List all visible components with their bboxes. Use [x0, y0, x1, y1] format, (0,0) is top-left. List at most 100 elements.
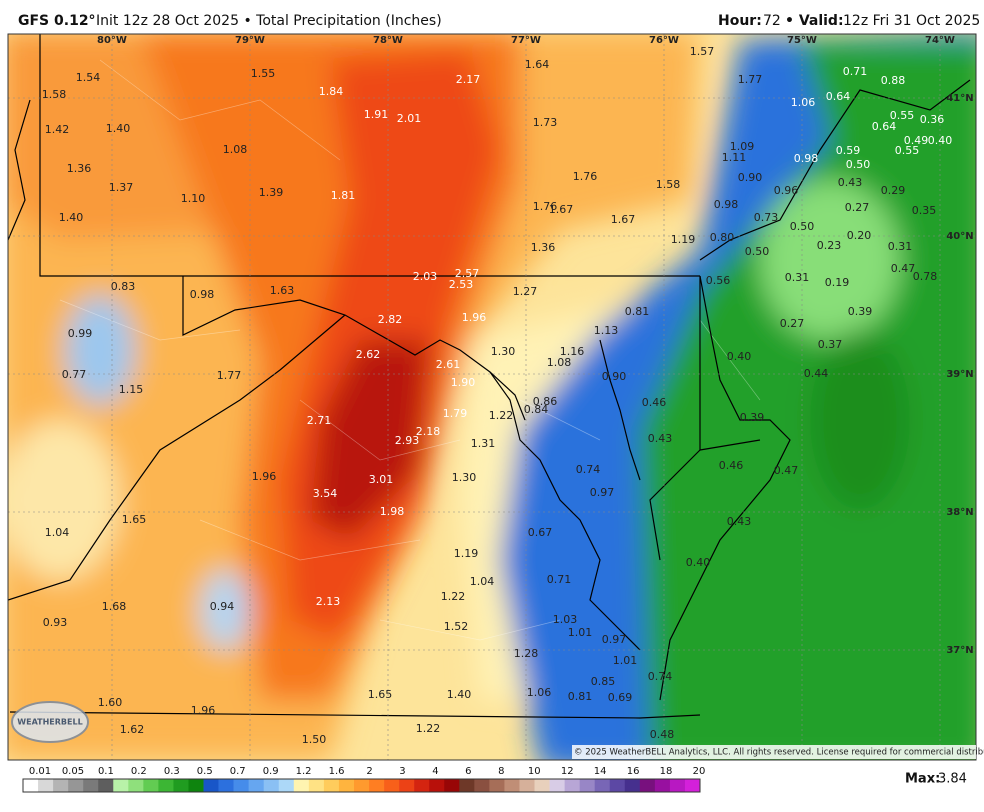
precip-value: 1.22: [441, 590, 466, 603]
legend-label: 0.01: [29, 766, 51, 777]
precip-value: 1.31: [471, 437, 496, 450]
precip-value: 0.37: [818, 338, 843, 351]
legend-swatch: [158, 779, 174, 792]
precip-value: 1.40: [59, 211, 84, 224]
precip-value: 2.82: [378, 313, 403, 326]
hour: 72: [763, 13, 781, 29]
precip-value: 1.67: [611, 213, 636, 226]
legend-swatch: [293, 779, 310, 792]
precip-value: 1.10: [181, 192, 206, 205]
precip-value: 0.40: [686, 556, 711, 569]
precip-value: 0.67: [528, 526, 553, 539]
copyright-bg: [572, 745, 976, 759]
precip-value: 1.08: [223, 143, 248, 156]
precip-value: 1.52: [444, 620, 469, 633]
longitude-label: 79°W: [235, 35, 265, 46]
precip-value: 1.30: [491, 345, 516, 358]
precip-value: 0.99: [68, 327, 93, 340]
legend-swatch: [384, 779, 400, 792]
precip-value: 1.73: [533, 116, 558, 129]
precip-value: 0.98: [794, 152, 819, 165]
precip-value: 1.65: [122, 513, 147, 526]
precip-value: 1.03: [553, 613, 578, 626]
precip-value: 2.01: [397, 112, 422, 125]
legend-label: 0.7: [230, 766, 246, 777]
legend-label: 2: [366, 766, 372, 777]
legend-swatch: [143, 779, 159, 792]
precip-value: 0.64: [826, 90, 851, 103]
precip-value: 0.74: [648, 670, 673, 683]
precip-value: 0.98: [190, 288, 215, 301]
precip-value: 1.76: [533, 200, 558, 213]
legend-swatch: [248, 779, 265, 792]
max-value: 3.84: [938, 772, 967, 787]
legend-swatch: [233, 779, 249, 792]
longitude-label: 76°W: [649, 35, 679, 46]
precip-value: 0.48: [650, 728, 675, 741]
precip-value: 0.31: [785, 271, 810, 284]
precip-value: 1.62: [120, 723, 145, 736]
precip-value: 0.20: [847, 229, 872, 242]
precip-value: 1.67: [549, 203, 574, 216]
precip-value: 0.96: [774, 184, 799, 197]
legend-label: 0.3: [164, 766, 180, 777]
precip-value: 0.85: [591, 675, 616, 688]
precip-value: 1.79: [443, 407, 468, 420]
legend-swatch: [263, 779, 280, 792]
precip-value: 0.35: [912, 204, 937, 217]
legend-swatch: [308, 779, 325, 792]
longitude-label: 75°W: [787, 35, 817, 46]
legend-label: 14: [594, 766, 607, 777]
precip-value: 1.58: [656, 178, 681, 191]
legend-label: 3: [399, 766, 405, 777]
precip-value: 1.81: [331, 189, 356, 202]
precip-value: 2.03: [413, 270, 438, 283]
precip-value: 0.39: [740, 411, 765, 424]
precip-value: 0.50: [745, 245, 770, 258]
legend-swatch: [504, 779, 520, 792]
precip-value: 0.27: [845, 201, 870, 214]
precip-value: 0.93: [43, 616, 68, 629]
precip-value: 1.42: [45, 123, 70, 136]
latitude-label: 37°N: [946, 645, 973, 656]
map-frame: [7, 33, 977, 761]
precip-value: 1.19: [454, 547, 479, 560]
precip-value: 0.43: [648, 432, 673, 445]
legend-swatch: [429, 779, 445, 792]
precip-value: 0.83: [111, 280, 136, 293]
longitude-label: 77°W: [511, 35, 541, 46]
precip-value: 0.94: [210, 600, 235, 613]
precip-value: 0.43: [838, 176, 863, 189]
precip-value: 1.30: [452, 471, 477, 484]
precip-value: 1.96: [191, 704, 216, 717]
precip-value: 1.22: [416, 722, 441, 735]
precip-value: 0.56: [706, 274, 731, 287]
precip-value: 1.06: [791, 96, 816, 109]
legend-swatch: [654, 779, 671, 792]
legend-swatch: [579, 779, 595, 792]
precip-value: 1.96: [462, 311, 487, 324]
legend-label: 0.2: [131, 766, 147, 777]
legend-label: 8: [498, 766, 504, 777]
legend-label: 6: [465, 766, 471, 777]
legend-label: 1.2: [296, 766, 312, 777]
precip-value: 0.55: [890, 109, 915, 122]
legend-label: 16: [627, 766, 640, 777]
precip-value: 0.64: [872, 120, 897, 133]
legend-label: 0.9: [263, 766, 279, 777]
legend-swatch: [323, 779, 340, 792]
legend-swatch: [549, 779, 565, 792]
precip-value: 1.37: [109, 181, 134, 194]
precip-value: 1.19: [671, 233, 696, 246]
precip-value: 0.71: [547, 573, 572, 586]
precip-value: 1.57: [690, 45, 715, 58]
legend-swatch: [594, 779, 611, 792]
legend-swatch: [113, 779, 129, 792]
legend-label: 20: [693, 766, 706, 777]
legend-swatch: [173, 779, 189, 792]
precip-value: 0.46: [642, 396, 667, 409]
precip-value: 0.97: [602, 633, 627, 646]
legend-swatch: [414, 779, 430, 792]
precip-value: 2.61: [436, 358, 461, 371]
